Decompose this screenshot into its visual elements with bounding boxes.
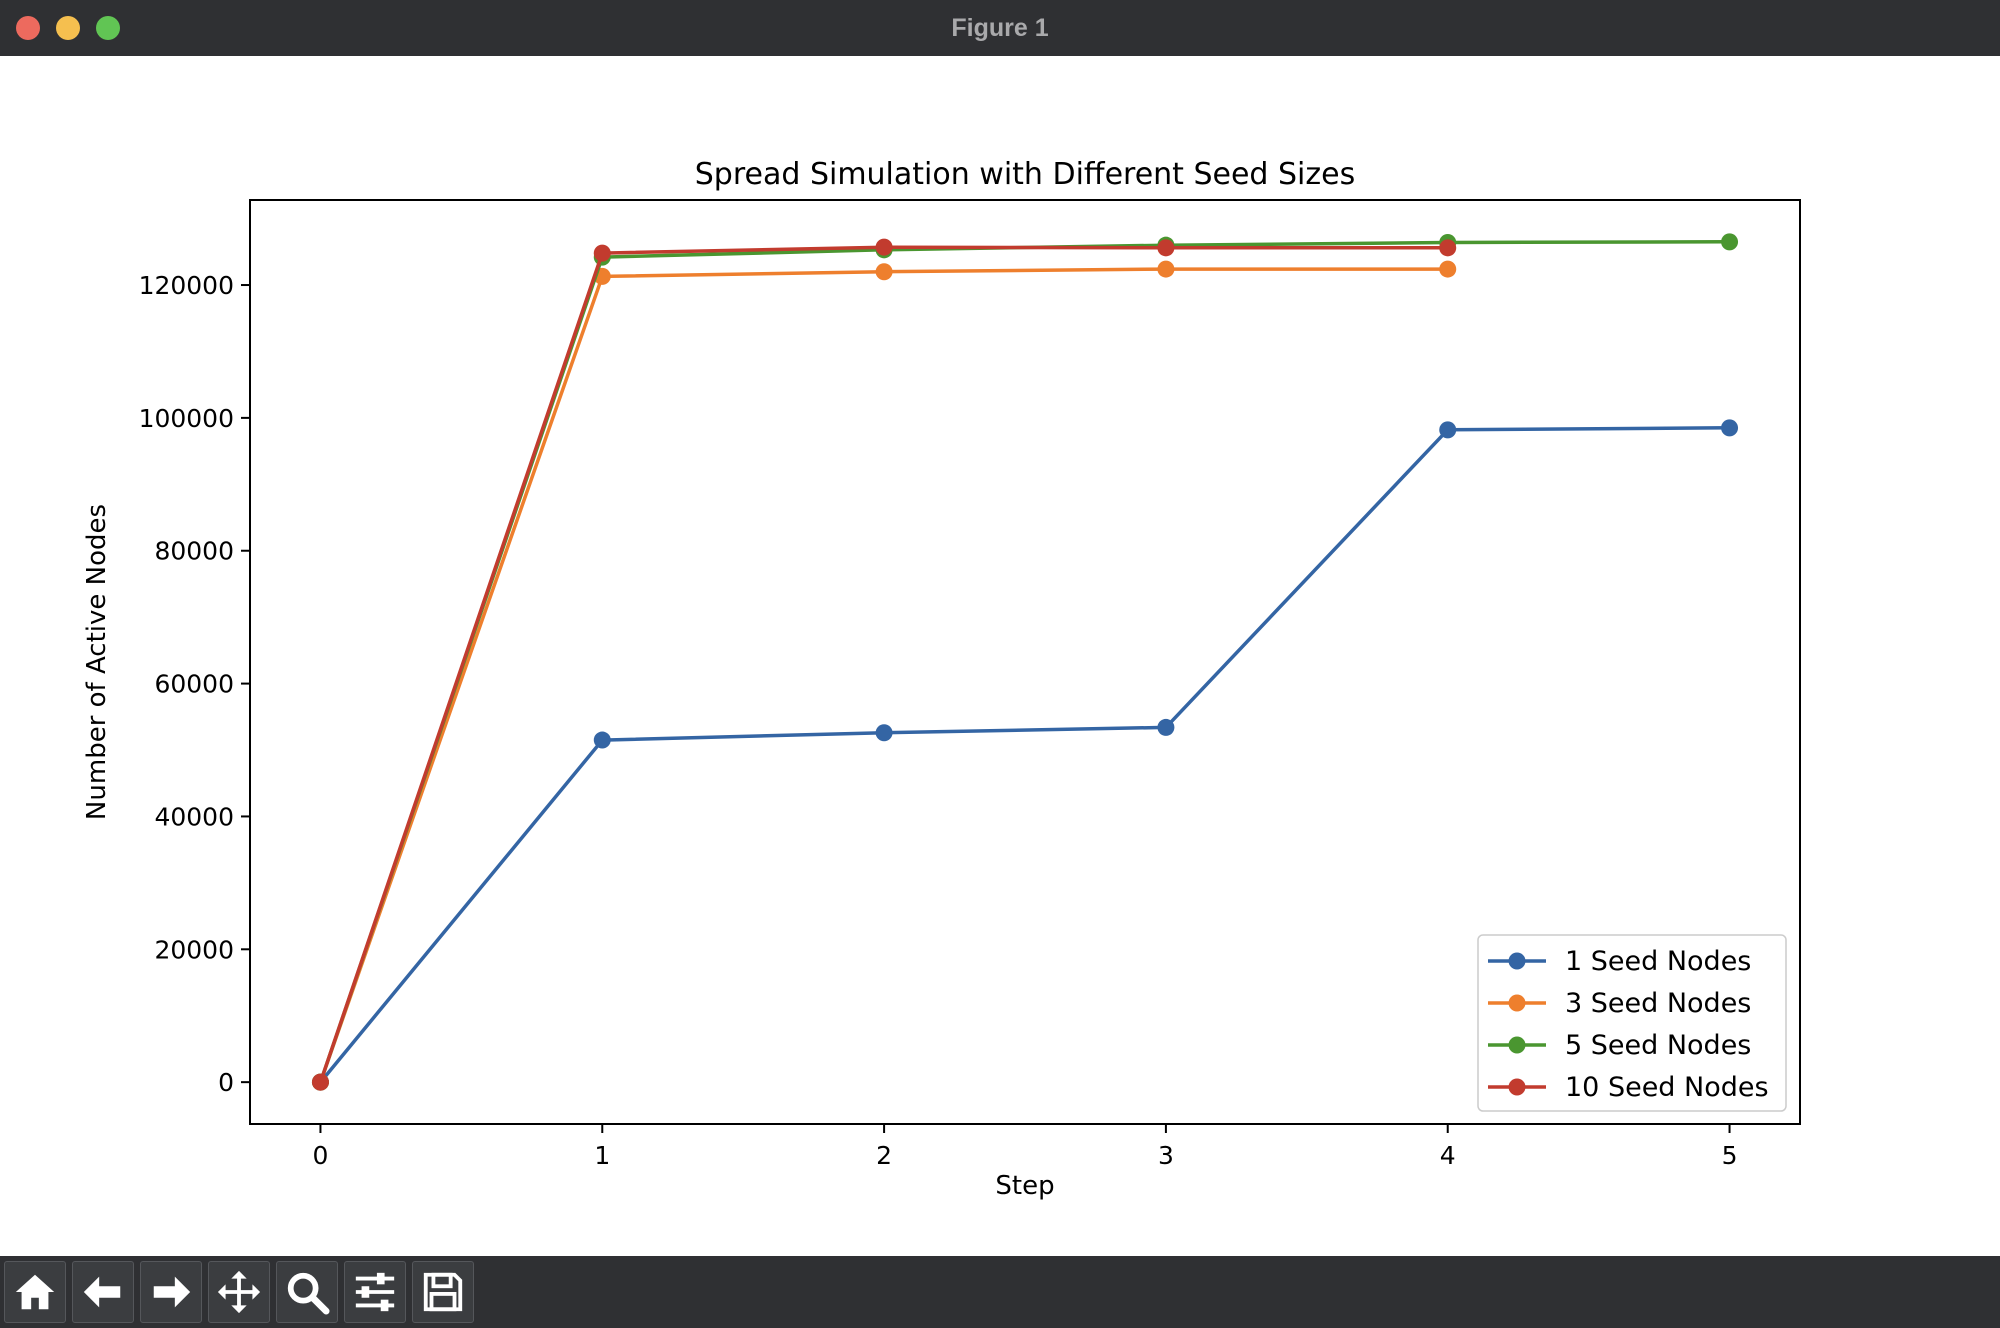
data-point xyxy=(1157,260,1175,278)
x-tick-label: 0 xyxy=(313,1141,329,1170)
data-point xyxy=(875,238,893,256)
legend-label: 1 Seed Nodes xyxy=(1565,946,1751,977)
data-point xyxy=(1721,419,1739,437)
data-point xyxy=(593,731,611,749)
series-line-1 xyxy=(319,426,1730,1084)
move-icon xyxy=(217,1270,261,1314)
series-line-2 xyxy=(318,267,1448,1083)
y-tick-label: 100000 xyxy=(139,404,234,433)
legend-marker xyxy=(1508,952,1526,970)
window-title: Figure 1 xyxy=(951,14,1049,42)
x-axis-label: Step xyxy=(995,1171,1054,1201)
line-chart: Spread Simulation with Different Seed Si… xyxy=(82,157,1801,1201)
legend-label: 5 Seed Nodes xyxy=(1565,1030,1751,1061)
y-tick-label: 60000 xyxy=(154,670,234,699)
series-line-4 xyxy=(318,245,1448,1083)
legend-label: 10 Seed Nodes xyxy=(1565,1072,1769,1103)
legend-label: 3 Seed Nodes xyxy=(1565,988,1751,1019)
data-point xyxy=(875,724,893,742)
x-tick-label: 2 xyxy=(876,1141,892,1170)
data-point xyxy=(875,263,893,281)
navigation-toolbar xyxy=(0,1256,2000,1328)
data-point xyxy=(1439,421,1457,439)
forward-button[interactable] xyxy=(140,1261,202,1323)
home-icon xyxy=(15,1274,55,1310)
y-tick-label: 40000 xyxy=(154,802,234,831)
configure-subplots-button[interactable] xyxy=(344,1261,406,1323)
data-point xyxy=(593,244,611,262)
y-tick-label: 120000 xyxy=(139,271,234,300)
pan-button[interactable] xyxy=(208,1261,270,1323)
figure-canvas[interactable]: Spread Simulation with Different Seed Si… xyxy=(0,56,2000,1256)
y-tick-label: 20000 xyxy=(154,935,234,964)
home-button[interactable] xyxy=(4,1261,66,1323)
legend-marker xyxy=(1508,994,1526,1012)
chart-title: Spread Simulation with Different Seed Si… xyxy=(695,157,1355,192)
x-tick-label: 5 xyxy=(1722,1141,1738,1170)
minimize-window-button[interactable] xyxy=(56,16,80,40)
data-point xyxy=(1157,239,1175,257)
y-tick-label: 0 xyxy=(218,1068,234,1097)
y-axis-label: Number of Active Nodes xyxy=(82,504,112,820)
data-point xyxy=(1157,718,1175,736)
data-point xyxy=(1439,239,1457,257)
zoom-button[interactable] xyxy=(276,1261,338,1323)
arrow-left-icon xyxy=(83,1276,121,1308)
title-bar: Figure 1 xyxy=(0,0,2000,57)
data-point xyxy=(1439,260,1457,278)
y-tick-label: 80000 xyxy=(154,537,234,566)
data-point xyxy=(311,1073,329,1091)
x-tick-label: 1 xyxy=(594,1141,610,1170)
floppy-disk-icon xyxy=(423,1272,463,1312)
data-point xyxy=(1721,233,1739,251)
back-button[interactable] xyxy=(72,1261,134,1323)
legend-box xyxy=(1477,934,1787,1112)
magnifier-icon xyxy=(287,1272,330,1315)
legend-marker xyxy=(1508,1036,1526,1054)
sliders-icon xyxy=(355,1272,395,1312)
maximize-window-button[interactable] xyxy=(96,16,120,40)
x-tick-label: 3 xyxy=(1158,1141,1174,1170)
save-button[interactable] xyxy=(412,1261,474,1323)
close-window-button[interactable] xyxy=(16,16,40,40)
legend-marker xyxy=(1508,1078,1526,1096)
plot-frame xyxy=(249,199,1801,1125)
x-tick-label: 4 xyxy=(1440,1141,1456,1170)
arrow-right-icon xyxy=(153,1276,191,1308)
